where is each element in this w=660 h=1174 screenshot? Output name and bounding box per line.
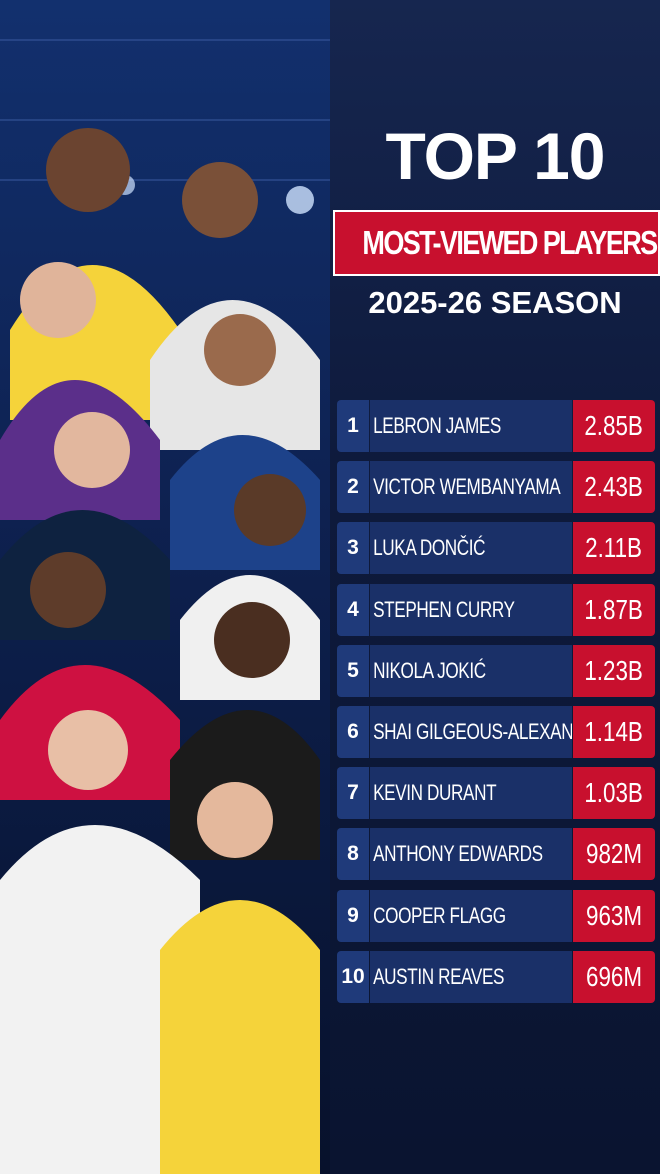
rank: 10 [337,950,369,1003]
player-name: LUKA DONČIĆ [373,535,486,561]
rank: 1 [337,400,369,452]
player-name-cell: COOPER FLAGG [370,889,572,942]
ranking-row: 4 STEPHEN CURRY 1.87B [337,583,655,636]
ranking-row: 10 AUSTIN REAVES 696M [337,950,655,1003]
player-name-cell: KEVIN DURANT [370,767,572,820]
player-name: STEPHEN CURRY [373,596,515,622]
player-name: SHAI GILGEOUS-ALEXANDER [373,719,572,744]
views-cell: 2.85B [573,400,655,452]
rank: 4 [337,583,369,636]
player-name-cell: SHAI GILGEOUS-ALEXANDER [370,706,572,758]
ranking-row: 8 ANTHONY EDWARDS 982M [337,828,655,881]
views-cell: 696M [573,950,655,1003]
player-name: NIKOLA JOKIĆ [373,657,486,683]
views: 1.23B [584,654,644,686]
views: 696M [585,960,643,992]
player-name-cell: LUKA DONČIĆ [370,522,572,575]
player-name: VICTOR WEMBANYAMA [373,474,561,500]
rank: 5 [337,644,369,697]
player-name-cell: STEPHEN CURRY [370,583,572,636]
views: 1.03B [584,777,644,809]
views: 963M [585,899,643,931]
views: 1.14B [584,716,644,747]
ranking-row: 1 LEBRON JAMES 2.85B [337,400,655,452]
views: 982M [585,838,643,870]
views-cell: 982M [573,828,655,881]
rank: 2 [337,461,369,514]
rank: 6 [337,706,369,758]
player-name-cell: LEBRON JAMES [370,400,572,452]
player-name-cell: VICTOR WEMBANYAMA [370,461,572,514]
player-name: COOPER FLAGG [373,902,506,928]
views-cell: 1.03B [573,767,655,820]
player-name-cell: AUSTIN REAVES [370,950,572,1003]
player-name: ANTHONY EDWARDS [373,841,543,867]
rank: 8 [337,828,369,881]
views-cell: 1.87B [573,583,655,636]
views-cell: 2.43B [573,461,655,514]
ranking-row: 7 KEVIN DURANT 1.03B [337,767,655,820]
subtitle: MOST-VIEWED PLAYERS [362,224,658,261]
views-cell: 963M [573,889,655,942]
player-name: LEBRON JAMES [373,413,501,438]
rank: 9 [337,889,369,942]
rank: 7 [337,767,369,820]
player-name: KEVIN DURANT [373,780,497,806]
views: 2.85B [584,410,644,441]
ranking-row: 2 VICTOR WEMBANYAMA 2.43B [337,461,655,514]
views-cell: 1.14B [573,706,655,758]
season: 2025-26 SEASON [368,285,622,320]
ranking-row: 3 LUKA DONČIĆ 2.11B [337,522,655,575]
player-name-cell: ANTHONY EDWARDS [370,828,572,881]
views: 2.11B [585,532,643,564]
ranking-row: 9 COOPER FLAGG 963M [337,889,655,942]
views-cell: 1.23B [573,644,655,697]
subtitle-banner: MOST-VIEWED PLAYERS [333,210,660,276]
player-name: AUSTIN REAVES [373,963,505,989]
player-name-cell: NIKOLA JOKIĆ [370,644,572,697]
views-cell: 2.11B [573,522,655,575]
ranking-row: 5 NIKOLA JOKIĆ 1.23B [337,644,655,697]
player-collage [0,0,330,1174]
views: 2.43B [584,471,644,503]
rank: 3 [337,522,369,575]
views: 1.87B [584,593,644,625]
title: TOP 10 [385,119,605,193]
